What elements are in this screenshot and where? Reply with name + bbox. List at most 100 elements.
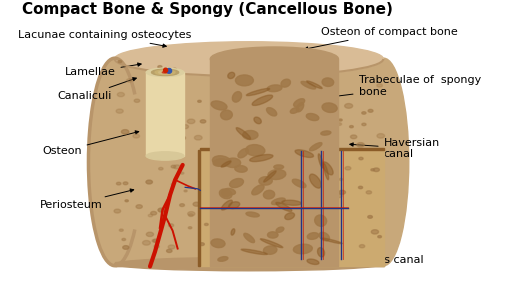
Circle shape xyxy=(362,112,366,114)
Circle shape xyxy=(188,212,195,216)
Ellipse shape xyxy=(294,99,305,107)
Circle shape xyxy=(345,167,351,170)
Ellipse shape xyxy=(323,164,329,180)
Ellipse shape xyxy=(276,202,292,212)
Ellipse shape xyxy=(250,154,273,162)
Circle shape xyxy=(366,191,372,194)
Ellipse shape xyxy=(211,101,227,110)
Text: Haversian
canal: Haversian canal xyxy=(350,138,440,159)
Circle shape xyxy=(126,79,133,82)
Circle shape xyxy=(171,74,178,78)
Circle shape xyxy=(194,135,202,140)
Ellipse shape xyxy=(246,212,259,217)
Ellipse shape xyxy=(309,174,321,188)
Ellipse shape xyxy=(306,113,319,121)
Circle shape xyxy=(336,194,342,198)
Circle shape xyxy=(159,167,163,170)
Ellipse shape xyxy=(252,95,272,106)
Ellipse shape xyxy=(268,169,286,179)
Ellipse shape xyxy=(246,145,265,156)
Ellipse shape xyxy=(230,178,243,188)
Circle shape xyxy=(180,204,185,207)
Circle shape xyxy=(171,165,176,168)
Text: Volkmann's canal: Volkmann's canal xyxy=(294,220,423,266)
Ellipse shape xyxy=(162,72,168,73)
Polygon shape xyxy=(200,150,384,266)
Ellipse shape xyxy=(263,190,275,199)
Ellipse shape xyxy=(114,257,383,271)
Ellipse shape xyxy=(210,47,339,71)
Bar xyxy=(115,262,384,266)
Circle shape xyxy=(377,134,385,138)
Ellipse shape xyxy=(246,88,269,96)
Ellipse shape xyxy=(211,239,225,248)
Circle shape xyxy=(173,136,176,138)
Circle shape xyxy=(189,214,193,217)
Circle shape xyxy=(148,214,153,217)
Circle shape xyxy=(154,245,159,248)
Circle shape xyxy=(362,123,366,126)
Circle shape xyxy=(116,182,121,185)
Text: Periosteum: Periosteum xyxy=(40,189,134,210)
Ellipse shape xyxy=(321,131,331,135)
Circle shape xyxy=(168,224,174,227)
Circle shape xyxy=(337,123,342,125)
Bar xyxy=(115,59,384,266)
Circle shape xyxy=(134,99,140,102)
Circle shape xyxy=(171,183,174,185)
Circle shape xyxy=(350,135,357,139)
Circle shape xyxy=(123,182,128,185)
Ellipse shape xyxy=(225,158,241,167)
Text: Lamellae: Lamellae xyxy=(64,63,141,77)
Circle shape xyxy=(357,142,365,147)
Circle shape xyxy=(125,200,128,202)
Circle shape xyxy=(151,212,157,215)
Ellipse shape xyxy=(282,200,302,205)
Ellipse shape xyxy=(276,227,284,232)
Circle shape xyxy=(159,98,166,102)
Ellipse shape xyxy=(114,42,383,76)
Ellipse shape xyxy=(307,233,319,239)
Text: Osteon: Osteon xyxy=(42,131,139,157)
Ellipse shape xyxy=(307,81,322,88)
Ellipse shape xyxy=(229,202,240,208)
Text: Lacunae containing osteocytes: Lacunae containing osteocytes xyxy=(18,30,191,47)
Ellipse shape xyxy=(296,103,304,112)
Ellipse shape xyxy=(271,198,285,205)
Ellipse shape xyxy=(238,148,249,158)
Ellipse shape xyxy=(295,150,314,158)
Ellipse shape xyxy=(222,200,232,210)
Ellipse shape xyxy=(322,162,333,175)
Ellipse shape xyxy=(358,58,409,266)
Circle shape xyxy=(368,110,373,112)
Circle shape xyxy=(114,209,121,213)
Ellipse shape xyxy=(322,103,337,112)
Circle shape xyxy=(180,172,184,174)
Ellipse shape xyxy=(267,232,278,238)
Ellipse shape xyxy=(166,68,172,73)
Circle shape xyxy=(123,246,129,249)
Ellipse shape xyxy=(285,213,294,220)
Circle shape xyxy=(371,230,379,234)
Ellipse shape xyxy=(231,229,235,235)
Ellipse shape xyxy=(221,161,231,167)
Ellipse shape xyxy=(151,69,179,76)
Circle shape xyxy=(339,190,345,194)
Ellipse shape xyxy=(228,72,235,79)
Ellipse shape xyxy=(259,177,272,185)
Circle shape xyxy=(168,245,175,249)
Circle shape xyxy=(358,186,362,189)
Circle shape xyxy=(188,227,192,229)
Circle shape xyxy=(121,130,129,134)
Ellipse shape xyxy=(267,108,277,116)
Ellipse shape xyxy=(290,108,299,113)
Circle shape xyxy=(154,73,162,78)
Ellipse shape xyxy=(264,171,276,182)
Circle shape xyxy=(371,169,374,171)
Circle shape xyxy=(368,215,372,218)
Circle shape xyxy=(359,157,363,160)
Circle shape xyxy=(339,178,343,181)
Circle shape xyxy=(187,119,195,124)
Text: Osteon of compact bone: Osteon of compact bone xyxy=(305,27,458,50)
Ellipse shape xyxy=(252,185,264,195)
